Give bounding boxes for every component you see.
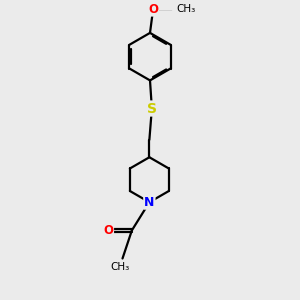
Text: O: O bbox=[103, 224, 113, 237]
Text: N: N bbox=[144, 196, 154, 209]
Text: S: S bbox=[147, 101, 157, 116]
Text: CH₃: CH₃ bbox=[110, 262, 130, 272]
Text: O: O bbox=[148, 3, 158, 16]
Text: CH₃: CH₃ bbox=[177, 4, 196, 14]
